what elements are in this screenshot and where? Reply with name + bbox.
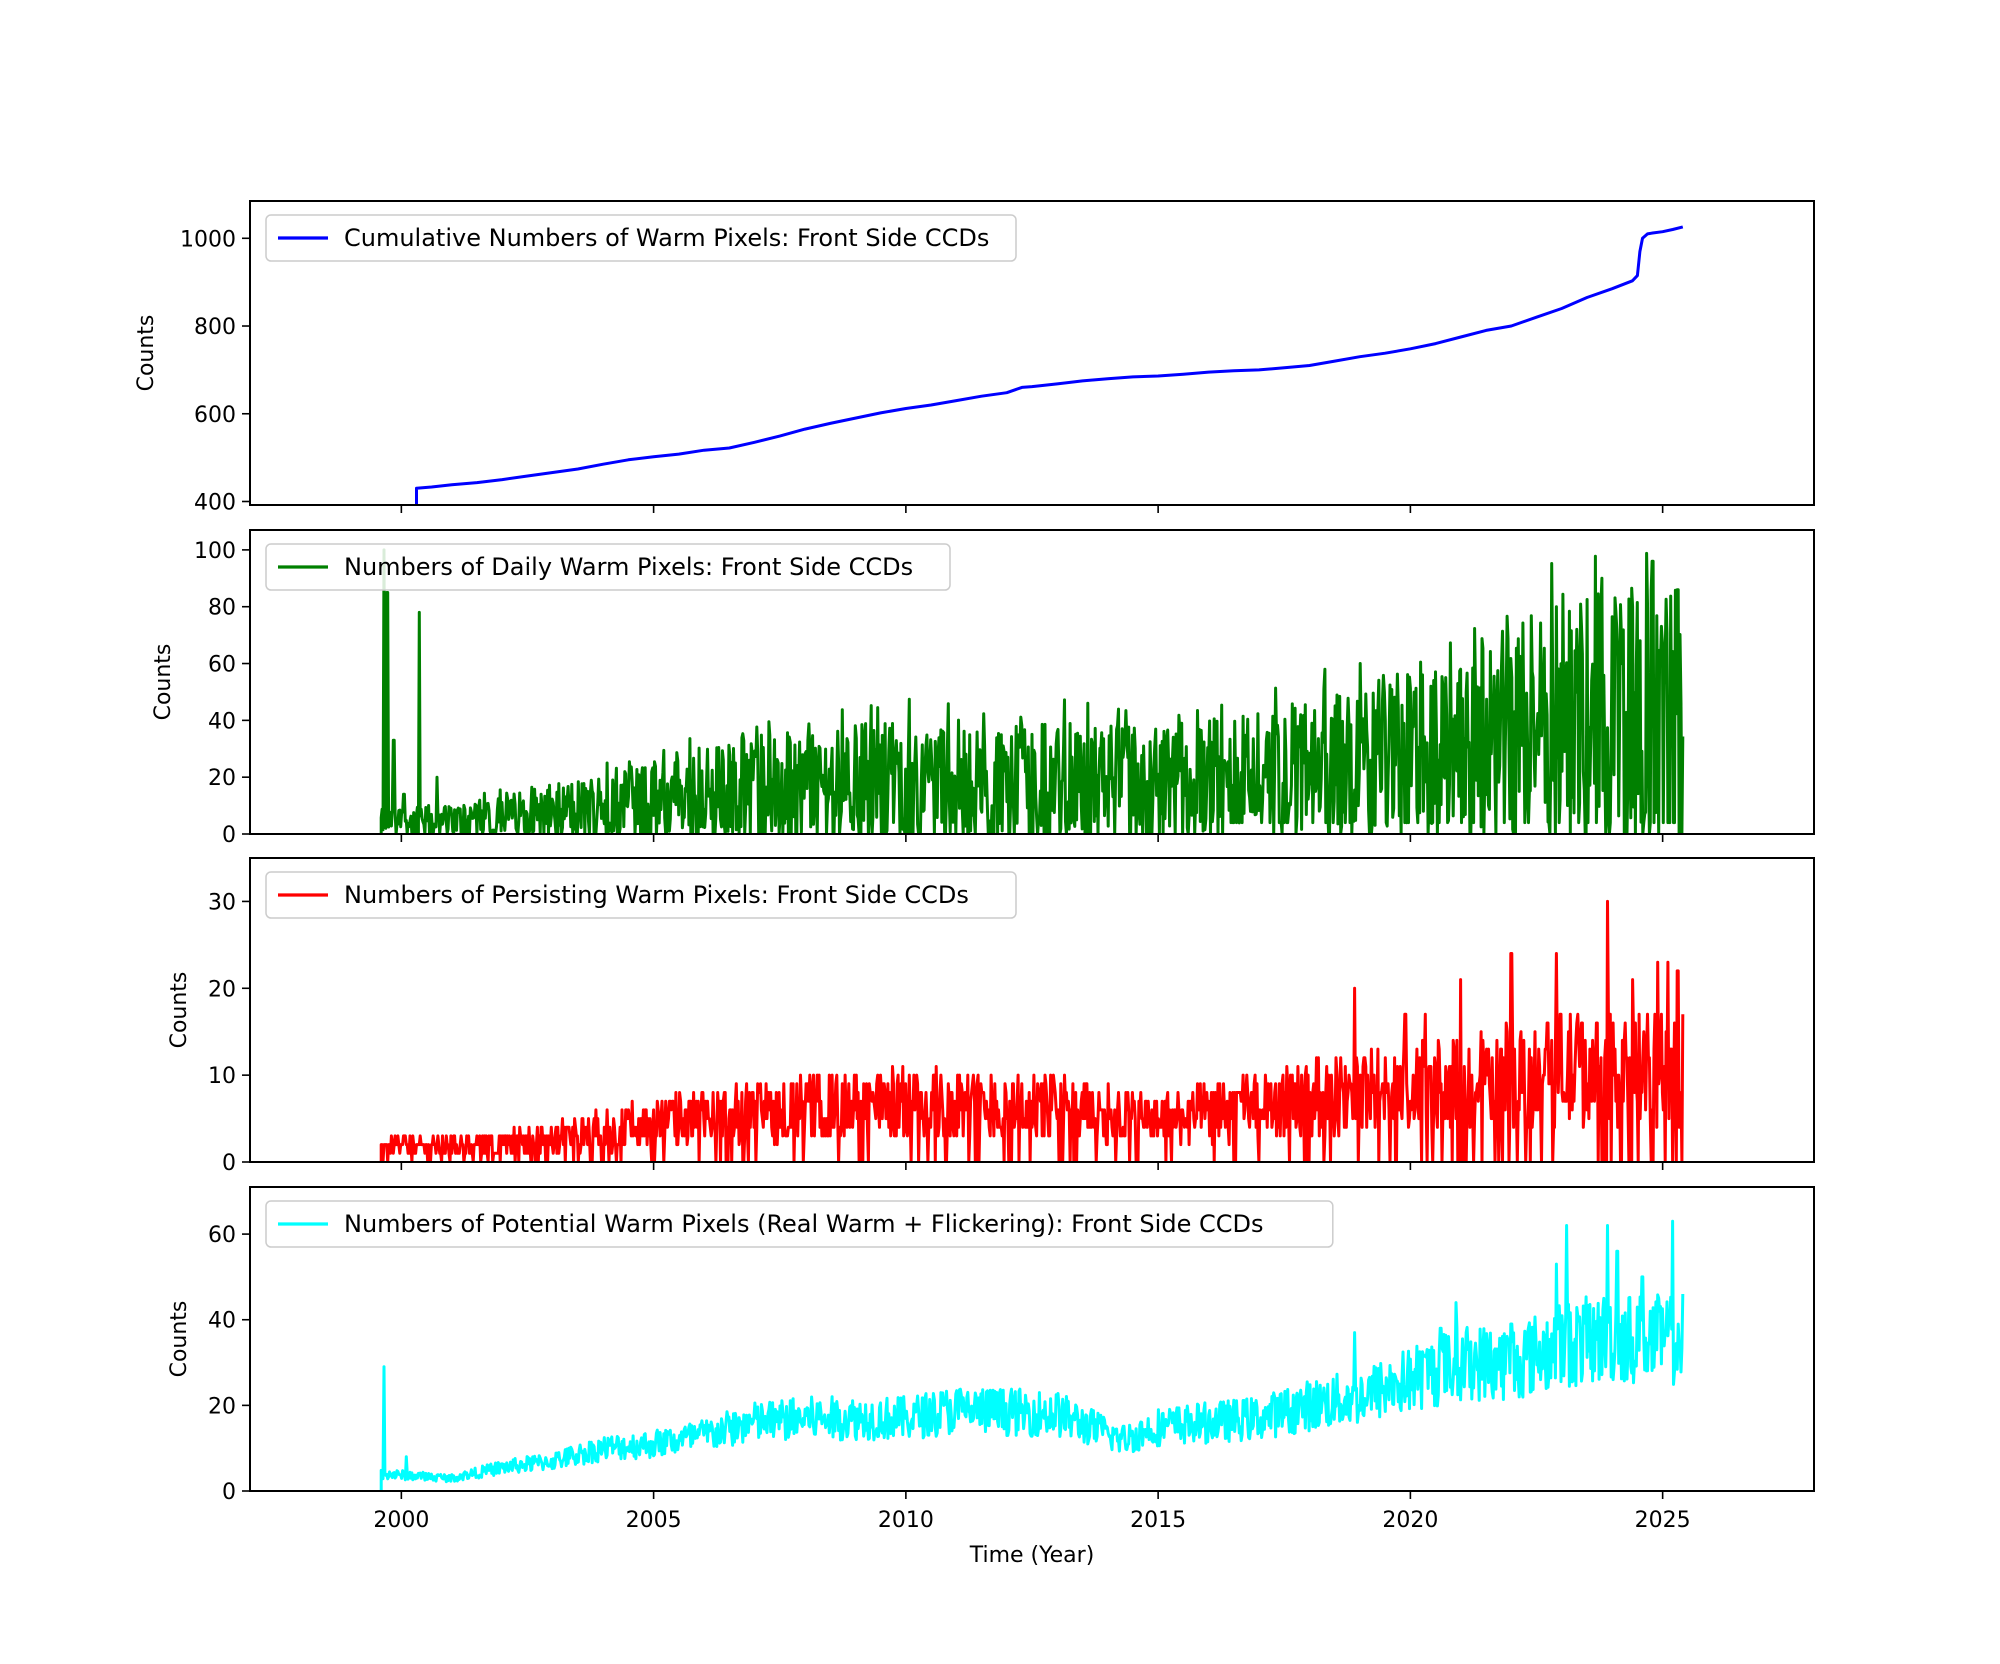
- y-tick-label: 80: [208, 596, 236, 621]
- y-tick-label: 40: [208, 709, 236, 734]
- y-tick-label: 0: [222, 1151, 236, 1176]
- y-tick-label: 800: [194, 315, 236, 340]
- series-line: [379, 548, 1685, 834]
- legend-label: Numbers of Persisting Warm Pixels: Front…: [344, 881, 969, 909]
- y-tick-label: 10: [208, 1064, 236, 1089]
- legend-box: [265, 214, 1017, 262]
- plot-frame: [249, 1186, 1815, 1492]
- plot-frame: [249, 529, 1815, 835]
- y-axis-label: Counts: [167, 972, 192, 1049]
- legend-label: Cumulative Numbers of Warm Pixels: Front…: [344, 224, 989, 252]
- legend-box: [265, 871, 1017, 919]
- y-axis-label: Counts: [134, 315, 159, 392]
- legend-label: Numbers of Daily Warm Pixels: Front Side…: [344, 553, 913, 581]
- panel-1: 400 600 800 1000 Counts Cumulative Numbers of…: [134, 200, 1815, 515]
- y-tick-label: 20: [208, 977, 236, 1002]
- plot-frame: [249, 857, 1815, 1163]
- legend: Numbers of Persisting Warm Pixels: Front…: [265, 871, 1017, 919]
- y-tick-label: 60: [208, 653, 236, 678]
- x-tick-label: 2000: [373, 1508, 429, 1533]
- panel-2: 0 20 40 60 80 100 Counts Numbers of Daily Warm …: [151, 529, 1815, 848]
- legend: Numbers of Daily Warm Pixels: Front Side…: [265, 543, 951, 591]
- legend: Numbers of Potential Warm Pixels (Real W…: [265, 1200, 1334, 1248]
- y-tick-label: 60: [208, 1223, 236, 1248]
- x-tick-label: 2010: [878, 1508, 934, 1533]
- x-tick-label: 2020: [1382, 1508, 1438, 1533]
- x-tick-label: 2015: [1130, 1508, 1186, 1533]
- y-tick-label: 1000: [180, 227, 236, 252]
- x-axis-label: Time (Year): [969, 1543, 1095, 1568]
- y-tick-label: 600: [194, 403, 236, 428]
- series-line: [379, 1219, 1685, 1491]
- x-tick-label: 2005: [626, 1508, 682, 1533]
- y-axis-label: Counts: [167, 1301, 192, 1378]
- y-axis-label: Counts: [151, 644, 176, 721]
- legend-box: [265, 543, 951, 591]
- legend-box: [265, 1200, 1334, 1248]
- panel-4: 0 20 40 60 2000 2005 2010 2015 2020 2025 Counts Num…: [167, 1186, 1815, 1533]
- y-tick-label: 20: [208, 766, 236, 791]
- y-tick-label: 400: [194, 490, 236, 515]
- panel-3: 0 10 20 30 Counts Numbers of Persisting Warm …: [167, 857, 1815, 1176]
- legend-label: Numbers of Potential Warm Pixels (Real W…: [344, 1210, 1263, 1238]
- y-tick-label: 0: [222, 1480, 236, 1505]
- legend: Cumulative Numbers of Warm Pixels: Front…: [265, 214, 1017, 262]
- plot-frame: [249, 200, 1815, 506]
- y-tick-label: 0: [222, 823, 236, 848]
- x-tick-label: 2025: [1635, 1508, 1691, 1533]
- series-line: [379, 899, 1685, 1162]
- series-line: [415, 225, 1684, 505]
- y-tick-label: 20: [208, 1394, 236, 1419]
- y-tick-label: 30: [208, 890, 236, 915]
- y-tick-label: 100: [194, 539, 236, 564]
- y-tick-label: 40: [208, 1309, 236, 1334]
